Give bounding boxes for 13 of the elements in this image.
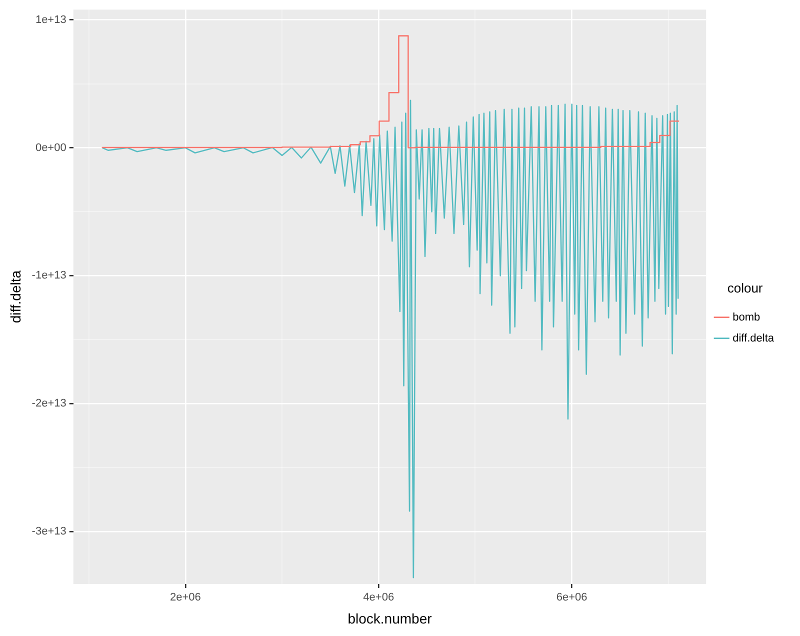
y-tick-label: -2e+13 bbox=[32, 398, 66, 410]
y-axis-title: diff.delta bbox=[7, 270, 24, 324]
legend-label: diff.delta bbox=[732, 332, 775, 344]
y-tick-label: 1e+13 bbox=[35, 14, 66, 26]
x-tick-label: 4e+06 bbox=[363, 592, 394, 604]
x-tick-label: 6e+06 bbox=[556, 592, 588, 604]
legend-label: bomb bbox=[732, 311, 760, 324]
y-tick-label: -1e+13 bbox=[32, 270, 66, 282]
y-tick-label: -3e+13 bbox=[32, 526, 66, 538]
x-tick-label: 2e+06 bbox=[170, 592, 201, 604]
x-axis-title: block.number bbox=[348, 610, 432, 626]
y-tick-label: 0e+00 bbox=[35, 142, 66, 154]
legend-title: colour bbox=[727, 280, 764, 296]
